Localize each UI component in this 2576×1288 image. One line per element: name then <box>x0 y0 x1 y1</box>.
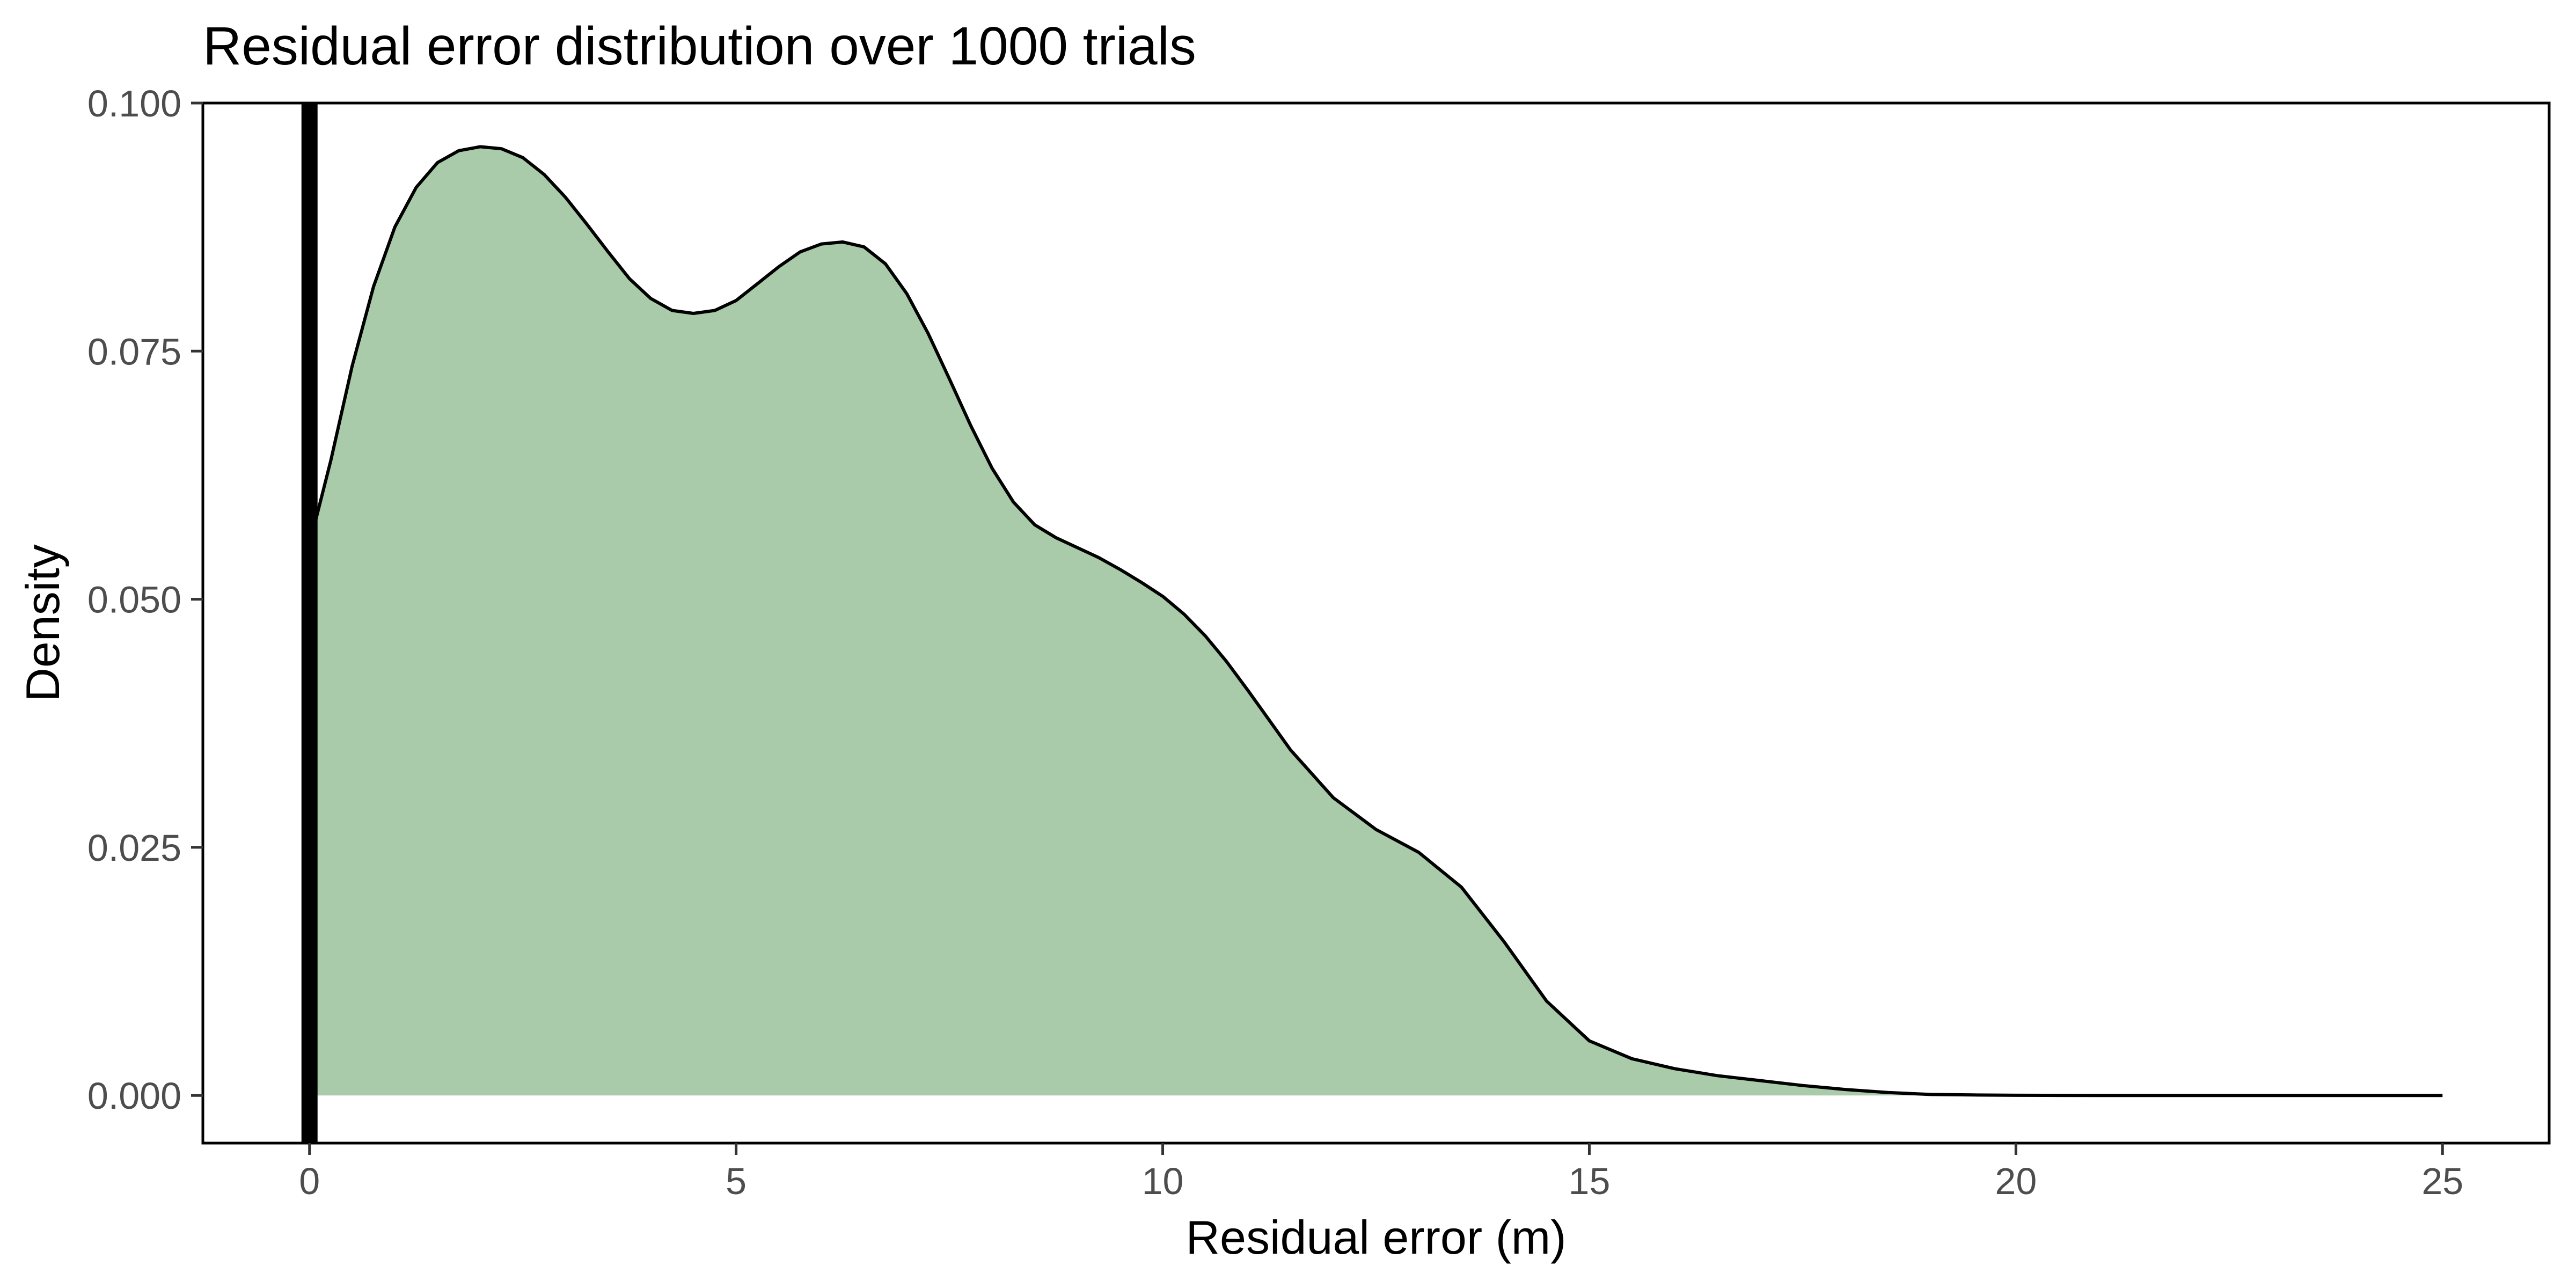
y-tick-label: 0.000 <box>87 1075 181 1117</box>
x-tick-label: 25 <box>2421 1160 2463 1202</box>
axes: 0 5 10 15 20 25 0.000 0.025 0.050 0.075 0.100 <box>87 83 2551 1202</box>
x-tick-label: 5 <box>726 1160 747 1202</box>
x-tick-label: 0 <box>299 1160 320 1202</box>
x-tick-label: 15 <box>1569 1160 1611 1202</box>
chart-title: Residual error distribution over 1000 tr… <box>203 16 1196 76</box>
plot-area <box>301 103 2443 1143</box>
density-curve <box>308 145 2443 1097</box>
y-tick-label: 0.050 <box>87 579 181 621</box>
y-tick-label: 0.025 <box>87 827 181 869</box>
y-tick-label: 0.075 <box>87 331 181 372</box>
y-tick-label: 0.100 <box>87 83 181 125</box>
x-axis-title: Residual error (m) <box>1185 1211 1566 1264</box>
y-axis-title: Density <box>16 544 69 701</box>
panel-border <box>201 101 2551 1145</box>
x-tick-label: 20 <box>1995 1160 2037 1202</box>
x-tick-label: 10 <box>1142 1160 1184 1202</box>
density-area-fill <box>309 147 2443 1096</box>
